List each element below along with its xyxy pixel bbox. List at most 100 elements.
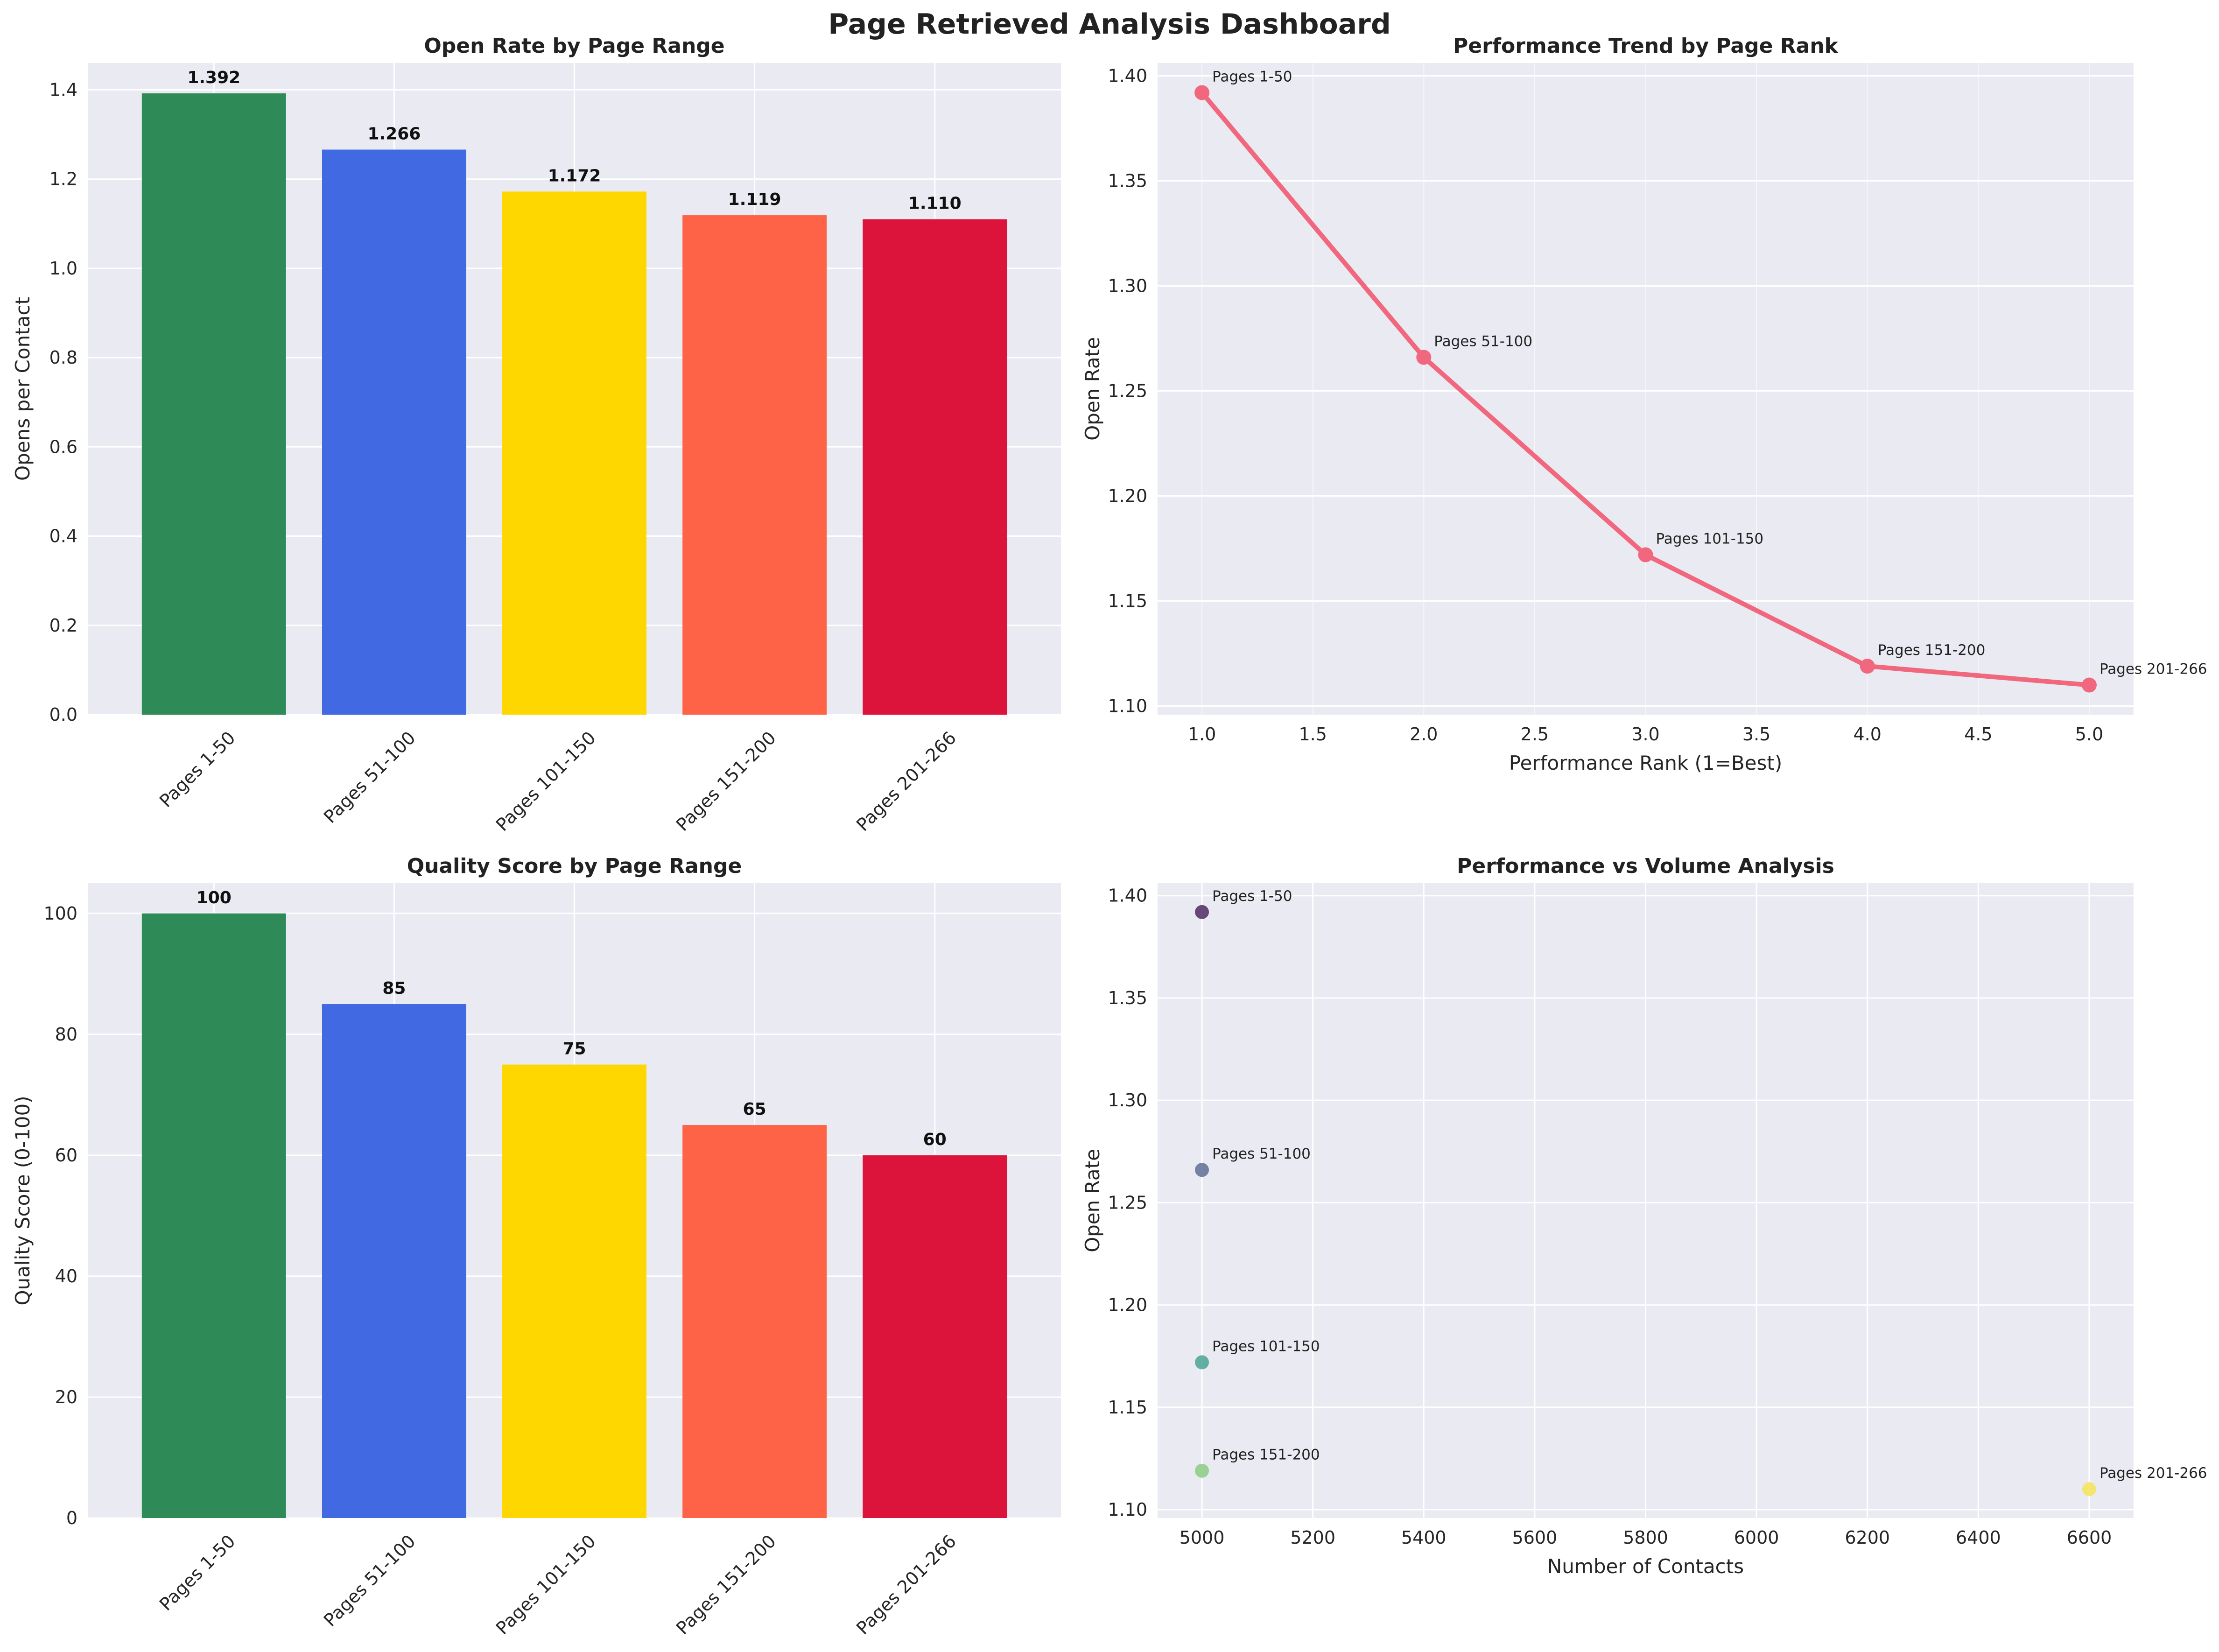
y-tick-label: 0.0 — [49, 704, 77, 725]
y-tick-label: 1.15 — [1108, 1397, 1147, 1418]
bar-4 — [682, 1125, 827, 1518]
y-tick-label: 1.25 — [1108, 1192, 1147, 1213]
quality-score-bar-chart: Quality Score by Page Range 0 20 40 60 80 100 Q… — [11, 854, 1061, 1638]
x-tick-label: 2.5 — [1521, 724, 1549, 745]
y-tick-label: 0.8 — [49, 347, 77, 368]
x-tick-label: 1.5 — [1299, 724, 1327, 745]
y-axis-label: Quality Score (0-100) — [11, 1096, 34, 1305]
bar-1 — [141, 93, 286, 715]
point-annotation: Pages 151-200 — [1212, 1447, 1320, 1463]
bar-2 — [322, 1004, 466, 1518]
y-tick-label: 1.4 — [49, 79, 77, 100]
x-tick-label: 3.0 — [1631, 724, 1659, 745]
data-point-3 — [1195, 1355, 1209, 1370]
panel-title: Performance vs Volume Analysis — [1457, 854, 1834, 878]
y-tick-label: 80 — [55, 1024, 77, 1045]
bar-value-label: 1.110 — [908, 194, 962, 213]
y-tick-label: 1.15 — [1108, 591, 1147, 612]
y-tick-label: 60 — [55, 1145, 77, 1166]
bar-2 — [322, 149, 466, 715]
y-tick-label: 1.10 — [1108, 1499, 1147, 1520]
y-axis-label: Open Rate — [1081, 1149, 1104, 1252]
bar-5 — [863, 1155, 1007, 1518]
bar-value-label: 65 — [743, 1100, 766, 1119]
x-tick-label: 6200 — [1845, 1527, 1890, 1548]
point-annotation: Pages 51-100 — [1212, 1146, 1311, 1162]
y-tick-label: 100 — [43, 903, 77, 924]
point-annotation: Pages 151-200 — [1878, 642, 1986, 659]
y-tick-label: 0 — [66, 1508, 77, 1528]
bar-value-label: 100 — [197, 888, 232, 907]
panel-title: Performance Trend by Page Rank — [1453, 34, 1839, 58]
y-tick-label: 1.30 — [1108, 1090, 1147, 1111]
point-annotation: Pages 101-150 — [1212, 1338, 1320, 1355]
point-annotation: Pages 1-50 — [1212, 888, 1292, 905]
x-tick-label: 5.0 — [2075, 724, 2103, 745]
point-annotation: Pages 201-266 — [2100, 1465, 2207, 1482]
data-point-4 — [1195, 1463, 1209, 1478]
data-point-2 — [1195, 1163, 1209, 1177]
dashboard-title: Page Retrieved Analysis Dashboard — [828, 8, 1391, 41]
bar-value-label: 75 — [562, 1040, 586, 1059]
y-tick-label: 1.25 — [1108, 381, 1147, 401]
point-annotation: Pages 51-100 — [1434, 333, 1532, 350]
bar-4 — [682, 215, 827, 715]
y-axis-label: Opens per Contact — [11, 297, 34, 481]
bar-value-label: 1.266 — [367, 124, 421, 143]
performance-volume-scatter-chart: Performance vs Volume Analysis 5000 5200 54… — [1081, 854, 2207, 1578]
y-tick-label: 1.10 — [1108, 696, 1147, 717]
data-point-5 — [2081, 677, 2097, 693]
y-tick-label: 1.20 — [1108, 1295, 1147, 1315]
data-point-1 — [1194, 85, 1210, 100]
x-tick-label: 4.0 — [1854, 724, 1882, 745]
x-axis-label: Performance Rank (1=Best) — [1509, 752, 1782, 774]
panel-title: Open Rate by Page Range — [424, 34, 724, 58]
bar-3 — [502, 1064, 646, 1518]
y-tick-label: 20 — [55, 1387, 77, 1407]
point-annotation: Pages 201-266 — [2100, 661, 2207, 678]
point-annotation: Pages 1-50 — [1212, 68, 1292, 85]
x-tick-label: 6600 — [2067, 1527, 2112, 1548]
x-tick-label: 1.0 — [1188, 724, 1216, 745]
y-tick-label: 1.35 — [1108, 170, 1147, 191]
bar-5 — [863, 219, 1007, 715]
y-tick-label: 0.2 — [49, 615, 77, 636]
y-axis-label: Open Rate — [1081, 337, 1104, 441]
data-point-1 — [1195, 905, 1209, 919]
x-tick-label: 6000 — [1734, 1527, 1779, 1548]
y-tick-label: 40 — [55, 1266, 77, 1286]
x-tick-label: 5800 — [1623, 1527, 1668, 1548]
y-tick-label: 0.6 — [49, 436, 77, 457]
y-tick-label: 1.35 — [1108, 988, 1147, 1008]
x-tick-label: 4.5 — [1964, 724, 1992, 745]
data-point-2 — [1416, 350, 1432, 365]
y-tick-label: 1.2 — [49, 169, 77, 190]
x-tick-label: 5000 — [1180, 1527, 1225, 1548]
bar-value-label: 1.119 — [728, 190, 781, 209]
point-annotation: Pages 101-150 — [1656, 531, 1764, 548]
bar-value-label: 1.392 — [187, 68, 240, 87]
x-tick-label: 6400 — [1956, 1527, 2001, 1548]
x-tick-label: 5600 — [1512, 1527, 1558, 1548]
x-tick-label: 5200 — [1290, 1527, 1335, 1548]
bar-1 — [141, 913, 286, 1518]
x-tick-label: 5400 — [1401, 1527, 1447, 1548]
y-tick-label: 0.4 — [49, 526, 77, 547]
x-tick-label: 2.0 — [1410, 724, 1438, 745]
data-point-4 — [1860, 659, 1875, 674]
y-tick-label: 1.40 — [1108, 886, 1147, 906]
bar-value-label: 85 — [382, 979, 406, 998]
data-point-3 — [1638, 547, 1653, 562]
y-tick-label: 1.30 — [1108, 275, 1147, 296]
y-tick-label: 1.20 — [1108, 486, 1147, 506]
open-rate-bar-chart: Open Rate by Page Range 0.0 0.2 0.4 0.6 0.8 1.… — [11, 34, 1061, 835]
x-tick-label: 3.5 — [1742, 724, 1770, 745]
bar-value-label: 1.172 — [548, 166, 601, 185]
data-point-5 — [2082, 1482, 2096, 1497]
performance-trend-line-chart: Performance Trend by Page Rank 1.0 1.5 2.0 2… — [1081, 34, 2207, 774]
y-tick-label: 1.0 — [49, 258, 77, 279]
y-tick-label: 1.40 — [1108, 65, 1147, 86]
bar-3 — [502, 191, 646, 715]
x-axis-label: Number of Contacts — [1547, 1555, 1744, 1578]
